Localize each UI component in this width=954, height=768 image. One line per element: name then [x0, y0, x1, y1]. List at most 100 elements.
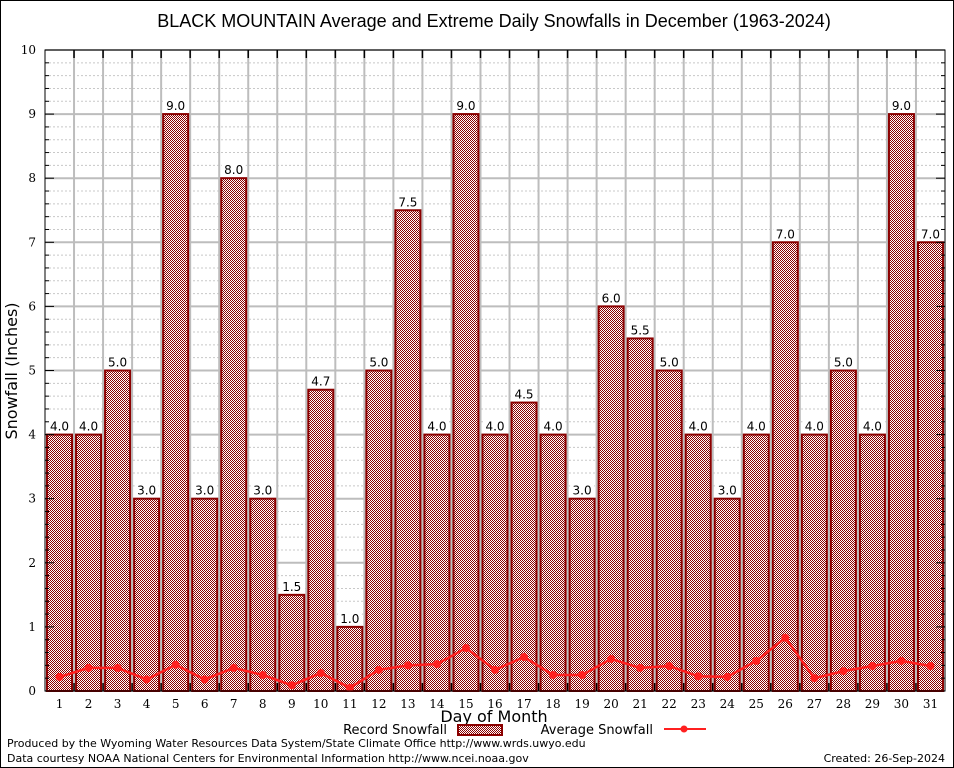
- record-bar: [336, 625, 364, 693]
- bar-value-label: 4.0: [747, 420, 766, 434]
- legend: Record Snowfall Average Snowfall: [343, 723, 706, 738]
- average-snowfall-point: [200, 675, 209, 684]
- bar-label-background: [802, 419, 827, 433]
- bar-value-label: 9.0: [166, 99, 185, 113]
- bar-value-label: 3.0: [195, 484, 214, 498]
- bar-label-background: [163, 99, 188, 113]
- record-bar: [365, 369, 393, 692]
- bar-value-label: 5.0: [834, 356, 853, 370]
- average-snowfall-point: [578, 670, 587, 679]
- x-tick-label: 10: [313, 697, 328, 711]
- record-bar: [568, 497, 596, 693]
- record-bar: [597, 305, 625, 692]
- bar-value-labels: 4.0 4.0 5.0 3.0 9.0 3.0 8.0 3.0 1.5 4.7 1.0 5.0 7.5 4…: [47, 99, 943, 626]
- record-bar: [800, 433, 828, 692]
- x-tick-label: 14: [429, 697, 445, 711]
- bar-label-background: [628, 323, 653, 337]
- x-tick-label: 9: [288, 697, 296, 711]
- legend-record-label: Record Snowfall: [343, 723, 447, 738]
- average-snowfall-point: [491, 665, 499, 674]
- y-tick-label: 3: [28, 492, 36, 506]
- x-tick-label: 18: [545, 697, 560, 711]
- bar-label-background: [918, 227, 943, 241]
- bar-label-background: [105, 355, 130, 369]
- bar-label-background: [744, 419, 769, 433]
- chart-title: BLACK MOUNTAIN Average and Extreme Daily…: [157, 11, 831, 31]
- bar-label-background: [599, 291, 624, 305]
- bar-label-background: [366, 355, 391, 369]
- y-tick-label: 4: [28, 428, 36, 442]
- bar-value-label: 3.0: [137, 484, 156, 498]
- record-bar: [626, 337, 654, 692]
- bar-label-background: [453, 99, 478, 113]
- average-line: [55, 633, 935, 692]
- bar-label-background: [134, 483, 159, 497]
- record-bar: [829, 369, 857, 692]
- bar-label-background: [715, 483, 740, 497]
- legend-average-label: Average Snowfall: [541, 723, 653, 738]
- average-snowfall-point: [55, 672, 64, 681]
- bar-value-label: 3.0: [253, 484, 272, 498]
- y-tick-label: 7: [28, 235, 36, 249]
- bar-label-background: [221, 163, 246, 177]
- bar-label-background: [860, 419, 885, 433]
- bar-value-label: 1.0: [340, 612, 359, 626]
- average-snowfall-point: [926, 662, 935, 671]
- bar-value-label: 5.0: [369, 356, 388, 370]
- record-bar: [133, 497, 161, 693]
- y-tick-label: 5: [28, 364, 36, 378]
- record-bars: [46, 113, 944, 693]
- y-tick-label: 8: [28, 171, 36, 185]
- legend-average-marker: [680, 725, 688, 733]
- record-bar: [75, 433, 103, 692]
- x-tick-label: 6: [201, 697, 209, 711]
- average-snowfall-point: [810, 674, 819, 683]
- x-tick-label: 26: [778, 697, 793, 711]
- x-tick-label: 11: [342, 697, 357, 711]
- average-snowfall-point: [142, 675, 151, 684]
- bar-label-background: [889, 99, 914, 113]
- x-tick-label: 16: [487, 697, 502, 711]
- record-bar: [539, 433, 567, 692]
- x-tick-label: 17: [516, 697, 531, 711]
- bar-value-label: 5.0: [108, 356, 127, 370]
- x-tick-label: 21: [633, 697, 648, 711]
- x-tick-label: 3: [114, 697, 122, 711]
- bar-value-label: 4.0: [689, 420, 708, 434]
- footer-produced-by: Produced by the Wyoming Water Resources …: [7, 737, 586, 750]
- x-axis-label: Day of Month: [440, 707, 547, 726]
- record-bar: [713, 497, 741, 693]
- x-tick-label: 22: [662, 697, 677, 711]
- average-snowfall-point: [229, 663, 238, 672]
- record-bar: [655, 369, 683, 692]
- record-bar: [423, 433, 451, 692]
- bar-label-background: [773, 227, 798, 241]
- average-snowfall-point: [897, 656, 906, 665]
- bar-label-background: [483, 419, 507, 433]
- x-tick-label: 5: [172, 697, 180, 711]
- x-tick-label: 27: [807, 697, 822, 711]
- bar-label-background: [192, 483, 217, 497]
- average-snowfall-point: [258, 670, 267, 679]
- average-snowfall-point: [549, 670, 558, 679]
- bar-value-label: 4.0: [805, 420, 824, 434]
- legend-record-swatch: [457, 724, 503, 736]
- x-tick-label: 30: [894, 697, 909, 711]
- x-tick-label: 19: [574, 697, 589, 711]
- record-bar: [452, 113, 480, 693]
- bar-label-background: [570, 483, 595, 497]
- average-snowfall-point: [752, 656, 761, 665]
- x-tick-label: 13: [400, 697, 415, 711]
- average-snowfall-point: [345, 683, 354, 692]
- average-snowfall-point: [694, 672, 703, 681]
- record-bar: [220, 177, 248, 692]
- y-tick-label: 6: [28, 299, 36, 313]
- bar-value-label: 4.0: [427, 420, 446, 434]
- bar-label-background: [657, 355, 682, 369]
- record-bar: [162, 113, 190, 693]
- x-tick-label: 31: [923, 697, 938, 711]
- footer-created-date: Created: 26-Sep-2024: [824, 752, 945, 765]
- x-tick-label: 4: [143, 697, 151, 711]
- average-snowfall-point: [636, 663, 645, 672]
